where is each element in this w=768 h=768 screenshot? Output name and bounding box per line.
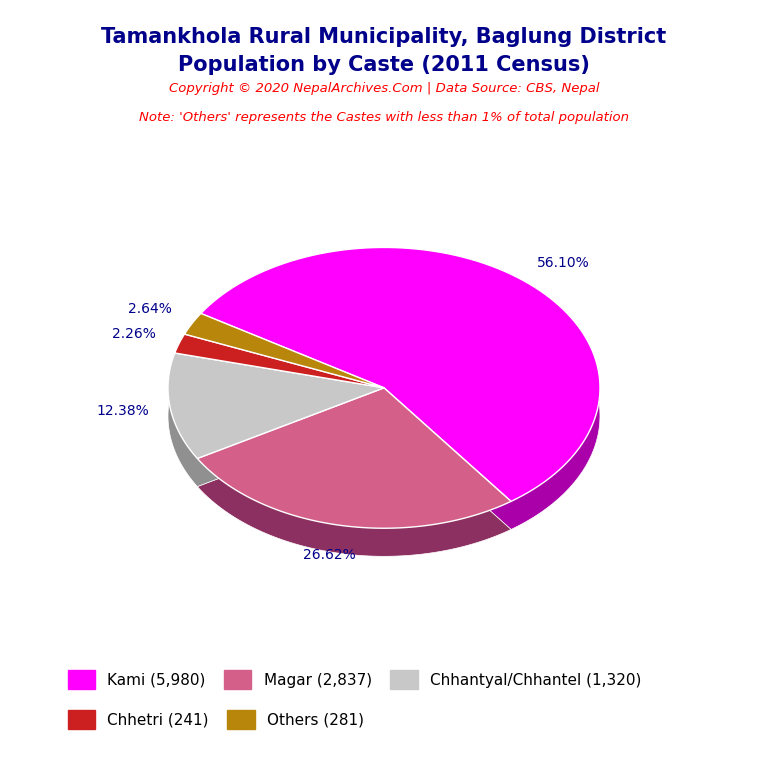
- Polygon shape: [197, 388, 384, 487]
- Text: Tamankhola Rural Municipality, Baglung District: Tamankhola Rural Municipality, Baglung D…: [101, 27, 667, 47]
- Text: 2.26%: 2.26%: [112, 326, 156, 341]
- Polygon shape: [197, 388, 384, 487]
- Polygon shape: [384, 388, 511, 529]
- Polygon shape: [175, 334, 384, 388]
- Legend: Kami (5,980), Magar (2,837), Chhantyal/Chhantel (1,320): Kami (5,980), Magar (2,837), Chhantyal/C…: [61, 664, 647, 695]
- Polygon shape: [200, 276, 600, 529]
- Text: Copyright © 2020 NepalArchives.Com | Data Source: CBS, Nepal: Copyright © 2020 NepalArchives.Com | Dat…: [169, 82, 599, 95]
- Polygon shape: [197, 416, 511, 556]
- Polygon shape: [175, 362, 384, 416]
- Text: Note: 'Others' represents the Castes with less than 1% of total population: Note: 'Others' represents the Castes wit…: [139, 111, 629, 124]
- Text: 26.62%: 26.62%: [303, 548, 356, 562]
- Text: 12.38%: 12.38%: [97, 405, 149, 419]
- Legend: Chhetri (241), Others (281): Chhetri (241), Others (281): [61, 704, 370, 735]
- Polygon shape: [168, 353, 384, 458]
- Polygon shape: [184, 342, 384, 416]
- Polygon shape: [197, 388, 511, 528]
- Polygon shape: [168, 381, 384, 487]
- Polygon shape: [200, 247, 600, 502]
- Polygon shape: [184, 313, 384, 388]
- Text: 56.10%: 56.10%: [538, 256, 590, 270]
- Polygon shape: [384, 388, 511, 529]
- Text: Population by Caste (2011 Census): Population by Caste (2011 Census): [178, 55, 590, 75]
- Text: 2.64%: 2.64%: [127, 303, 172, 316]
